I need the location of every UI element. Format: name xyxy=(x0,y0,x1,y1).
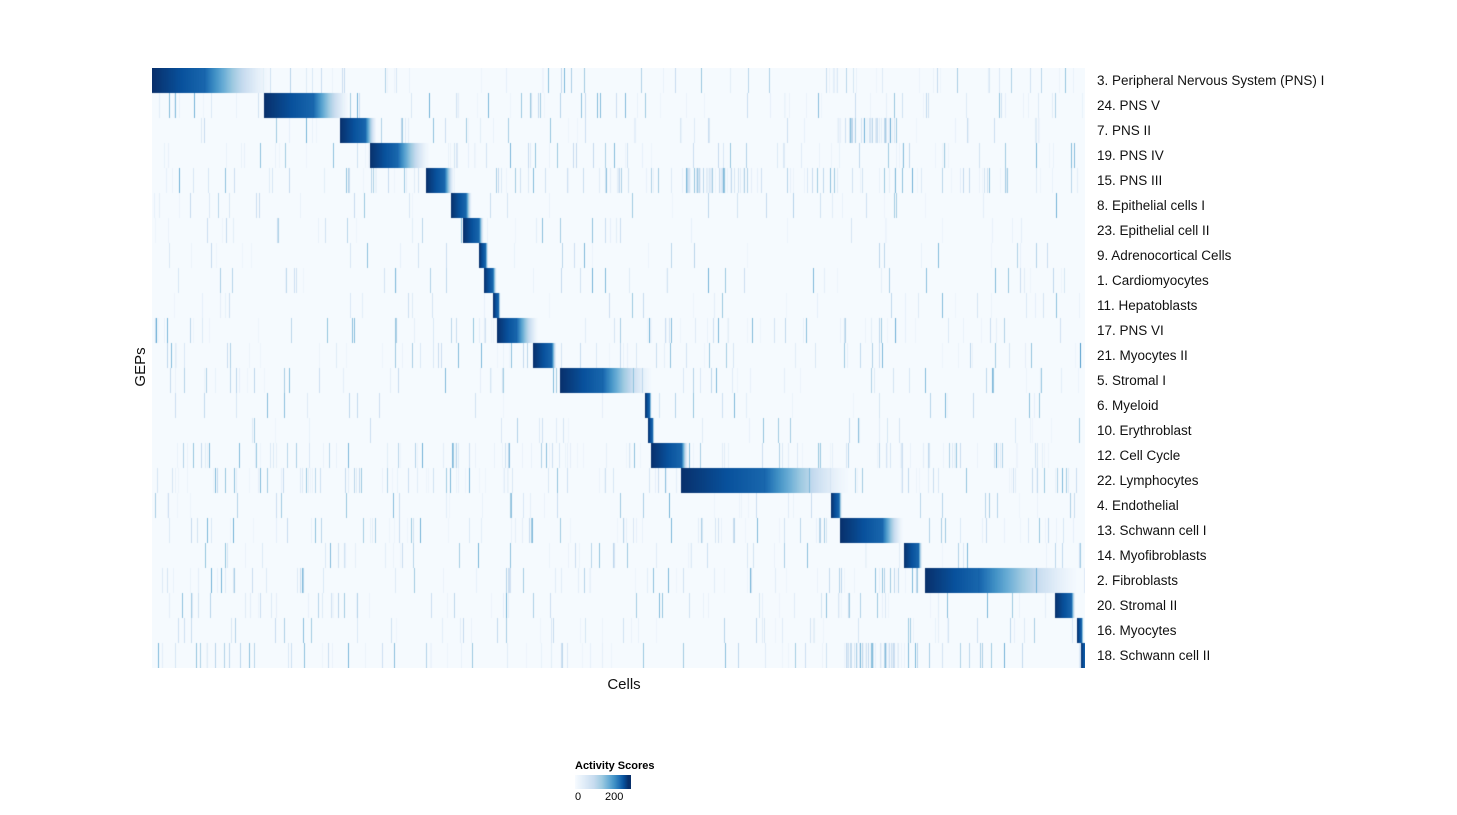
row-label: 11. Hepatoblasts xyxy=(1097,298,1198,313)
row-label: 19. PNS IV xyxy=(1097,148,1164,163)
row-label: 8. Epithelial cells I xyxy=(1097,198,1206,213)
row-label: 1. Cardiomyocytes xyxy=(1097,273,1209,288)
row-label: 7. PNS II xyxy=(1097,123,1152,138)
row-label: 3. Peripheral Nervous System (PNS) I xyxy=(1097,73,1325,88)
row-label: 20. Stromal II xyxy=(1097,598,1178,613)
row-label: 12. Cell Cycle xyxy=(1097,448,1181,463)
row-labels: 3. Peripheral Nervous System (PNS) I 24.… xyxy=(1097,68,1447,668)
row-label: 18. Schwann cell II xyxy=(1097,648,1211,663)
legend-min-label: 0 xyxy=(575,791,582,803)
colorbar-ticks: 0 200 xyxy=(575,791,695,805)
row-label: 2. Fibroblasts xyxy=(1097,573,1179,588)
legend-max-label: 200 xyxy=(605,791,624,803)
row-label: 17. PNS VI xyxy=(1097,323,1164,338)
row-label: 5. Stromal I xyxy=(1097,373,1167,388)
row-label: 21. Myocytes II xyxy=(1097,348,1188,363)
row-label: 14. Myofibroblasts xyxy=(1097,548,1207,563)
row-label: 13. Schwann cell I xyxy=(1097,523,1207,538)
row-label: 24. PNS V xyxy=(1097,98,1161,113)
y-axis-label: GEPs xyxy=(132,347,149,387)
row-label: 4. Endothelial xyxy=(1097,498,1179,513)
row-label: 23. Epithelial cell II xyxy=(1097,223,1210,238)
row-label: 6. Myeloid xyxy=(1097,398,1159,413)
row-label: 16. Myocytes xyxy=(1097,623,1177,638)
legend-title: Activity Scores xyxy=(575,760,655,772)
row-label: 15. PNS III xyxy=(1097,173,1163,188)
colorbar-legend: Activity Scores 0 200 xyxy=(575,760,695,805)
row-label: 10. Erythroblast xyxy=(1097,423,1192,438)
colorbar-gradient xyxy=(575,775,631,789)
x-axis-label: Cells xyxy=(607,676,641,693)
row-label: 22. Lymphocytes xyxy=(1097,473,1199,488)
row-label: 9. Adrenocortical Cells xyxy=(1097,248,1232,263)
heatmap-canvas xyxy=(152,68,1085,668)
